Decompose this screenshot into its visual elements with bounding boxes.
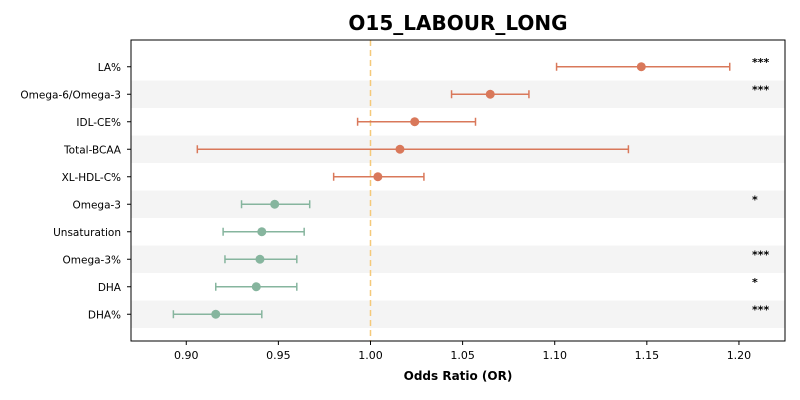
odds-ratio-point [373, 172, 383, 182]
category-label: DHA [98, 282, 122, 294]
category-label: Omega-3% [63, 254, 122, 266]
significance-label: * [752, 276, 758, 289]
x-tick-label: 1.00 [358, 349, 383, 362]
row-bands [131, 80, 785, 328]
odds-ratio-point [636, 62, 646, 72]
odds-ratio-point [257, 227, 267, 237]
significance-label: *** [752, 303, 770, 316]
category-label: Omega-3 [72, 199, 121, 211]
significance-labels: ************** [752, 56, 770, 317]
x-tick-label: 0.95 [266, 349, 291, 362]
x-tick-label: 1.20 [727, 349, 752, 362]
odds-ratio-point [255, 254, 265, 264]
x-tick-label: 1.05 [450, 349, 475, 362]
significance-label: *** [752, 248, 770, 261]
x-axis-ticks: 0.90 0.95 1.00 1.05 1.10 1.15 1.20 [174, 341, 751, 362]
x-tick-label: 0.90 [174, 349, 199, 362]
odds-ratio-point [410, 117, 420, 127]
category-label: DHA% [88, 309, 121, 321]
odds-ratio-point [211, 309, 221, 319]
category-label: IDL-CE% [76, 117, 121, 129]
category-label: LA% [98, 62, 121, 74]
odds-ratio-point [251, 282, 261, 292]
category-label: XL-HDL-C% [62, 172, 121, 184]
x-tick-label: 1.15 [635, 349, 660, 362]
category-label: Omega-6/Omega-3 [20, 89, 121, 101]
data-marks [172, 62, 731, 319]
row-band [131, 190, 785, 218]
category-labels: LA% Omega-6/Omega-3 IDL-CE% Total-BCAA XL-HD… [20, 62, 131, 321]
significance-label: *** [752, 56, 770, 69]
odds-ratio-point [270, 199, 280, 209]
odds-ratio-point [395, 144, 405, 154]
category-label: Total-BCAA [63, 144, 122, 156]
category-label: Unsaturation [53, 227, 121, 239]
x-axis-title: Odds Ratio (OR) [404, 369, 513, 383]
plot-frame [130, 39, 786, 342]
chart-title: O15_LABOUR_LONG [348, 11, 567, 35]
significance-label: *** [752, 83, 770, 96]
x-tick-label: 1.10 [542, 349, 567, 362]
significance-label: * [752, 193, 758, 206]
odds-ratio-point [485, 89, 495, 99]
